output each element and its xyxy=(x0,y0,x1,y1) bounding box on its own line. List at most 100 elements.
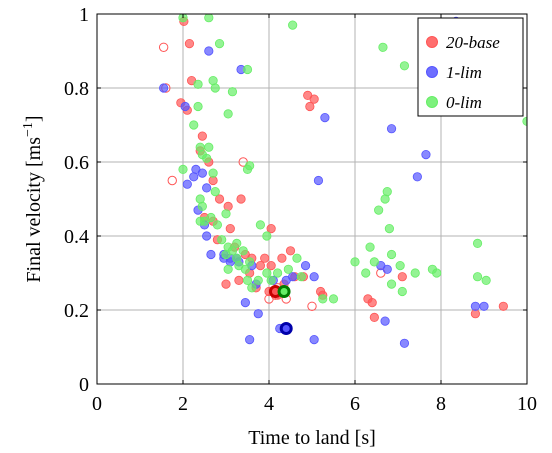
point-0-lim xyxy=(211,84,219,92)
point-0-lim xyxy=(385,224,393,232)
point-0-lim xyxy=(263,232,271,240)
point-0-lim xyxy=(379,43,387,51)
point-0-lim xyxy=(243,165,251,173)
point-1-lim xyxy=(383,265,391,273)
x-tick-label: 2 xyxy=(178,393,188,415)
point-0-lim xyxy=(256,221,264,229)
point-0-lim xyxy=(370,258,378,266)
y-axis-label-unit-superscript: −1 xyxy=(21,122,36,137)
legend: 20-base 1-lim 0-lim xyxy=(418,18,523,116)
x-tick-label: 6 xyxy=(350,393,360,415)
point-0-lim xyxy=(198,202,206,210)
point-1-lim xyxy=(181,102,189,110)
point-0-lim xyxy=(366,243,374,251)
point-1-lim xyxy=(310,335,318,343)
y-tick-label: 1 xyxy=(79,4,89,26)
point-0-lim xyxy=(473,239,481,247)
point-0-lim xyxy=(387,250,395,258)
legend-label: 1-lim xyxy=(446,63,482,82)
point-0-lim xyxy=(398,287,406,295)
point-0-lim xyxy=(288,21,296,29)
point-20-base xyxy=(286,247,294,255)
legend-marker xyxy=(427,67,438,78)
x-tick-label: 8 xyxy=(436,393,446,415)
point-0-lim xyxy=(383,187,391,195)
point-20-base xyxy=(370,313,378,321)
point-0-lim xyxy=(473,273,481,281)
y-tick-label: 0.4 xyxy=(64,226,89,248)
legend-label: 0-lim xyxy=(446,93,482,112)
point-1-lim xyxy=(387,125,395,133)
x-tick-label: 4 xyxy=(264,393,274,415)
point-20-base xyxy=(278,254,286,262)
point-20-base xyxy=(308,302,316,310)
point-20-base xyxy=(185,39,193,47)
y-tick-label: 0 xyxy=(79,374,89,396)
point-1-lim xyxy=(422,150,430,158)
point-20-base xyxy=(235,276,243,284)
point-0-lim xyxy=(194,102,202,110)
legend-label: 20-base xyxy=(446,33,500,52)
point-0-lim xyxy=(179,165,187,173)
point-1-lim xyxy=(400,339,408,347)
point-1-lim xyxy=(159,84,167,92)
point-1-lim xyxy=(198,169,206,177)
point-0-lim xyxy=(224,265,232,273)
point-1-lim xyxy=(241,298,249,306)
point-20-base xyxy=(226,224,234,232)
point-1-lim xyxy=(480,302,488,310)
point-1-lim xyxy=(245,335,253,343)
point-0-lim xyxy=(205,143,213,151)
x-axis-label: Time to land [s] xyxy=(248,427,376,448)
point-0-lim xyxy=(297,273,305,281)
point-20-base xyxy=(310,95,318,103)
point-0-lim xyxy=(254,276,262,284)
point-0-lim xyxy=(433,269,441,277)
point-0-lim xyxy=(362,269,370,277)
y-tick-label: 0.2 xyxy=(64,300,89,322)
point-0-lim xyxy=(233,254,241,262)
point-0-lim xyxy=(205,14,213,22)
point-20-base xyxy=(198,132,206,140)
highlight-point-0-lim xyxy=(279,287,289,297)
point-20-base xyxy=(222,280,230,288)
y-axis-label-close: ] xyxy=(23,115,45,122)
point-0-lim xyxy=(267,276,275,284)
point-0-lim xyxy=(396,261,404,269)
point-1-lim xyxy=(205,47,213,55)
point-0-lim xyxy=(243,65,251,73)
point-0-lim xyxy=(222,210,230,218)
y-axis-label: Final velocity [ms−1] xyxy=(21,115,45,282)
point-1-lim xyxy=(202,184,210,192)
point-20-base xyxy=(499,302,507,310)
point-20-base xyxy=(168,176,176,184)
y-tick-label: 0.8 xyxy=(64,78,89,100)
point-0-lim xyxy=(224,110,232,118)
point-1-lim xyxy=(183,180,191,188)
point-0-lim xyxy=(400,62,408,70)
point-20-base xyxy=(398,273,406,281)
x-tick-label: 0 xyxy=(92,393,102,415)
y-axis-label-text: Final velocity [ms xyxy=(23,137,45,283)
point-1-lim xyxy=(471,302,479,310)
point-0-lim xyxy=(228,88,236,96)
point-0-lim xyxy=(263,269,271,277)
point-0-lim xyxy=(243,276,251,284)
point-1-lim xyxy=(254,310,262,318)
point-0-lim xyxy=(202,154,210,162)
point-1-lim xyxy=(310,273,318,281)
point-20-base xyxy=(215,195,223,203)
point-0-lim xyxy=(293,254,301,262)
point-20-base xyxy=(267,261,275,269)
point-1-lim xyxy=(381,317,389,325)
point-1-lim xyxy=(413,173,421,181)
point-0-lim xyxy=(228,247,236,255)
point-0-lim xyxy=(215,39,223,47)
point-1-lim xyxy=(207,250,215,258)
point-1-lim xyxy=(301,261,309,269)
point-0-lim xyxy=(218,236,226,244)
point-20-base xyxy=(261,254,269,262)
point-0-lim xyxy=(245,258,253,266)
point-20-base xyxy=(256,261,264,269)
point-20-base xyxy=(159,43,167,51)
